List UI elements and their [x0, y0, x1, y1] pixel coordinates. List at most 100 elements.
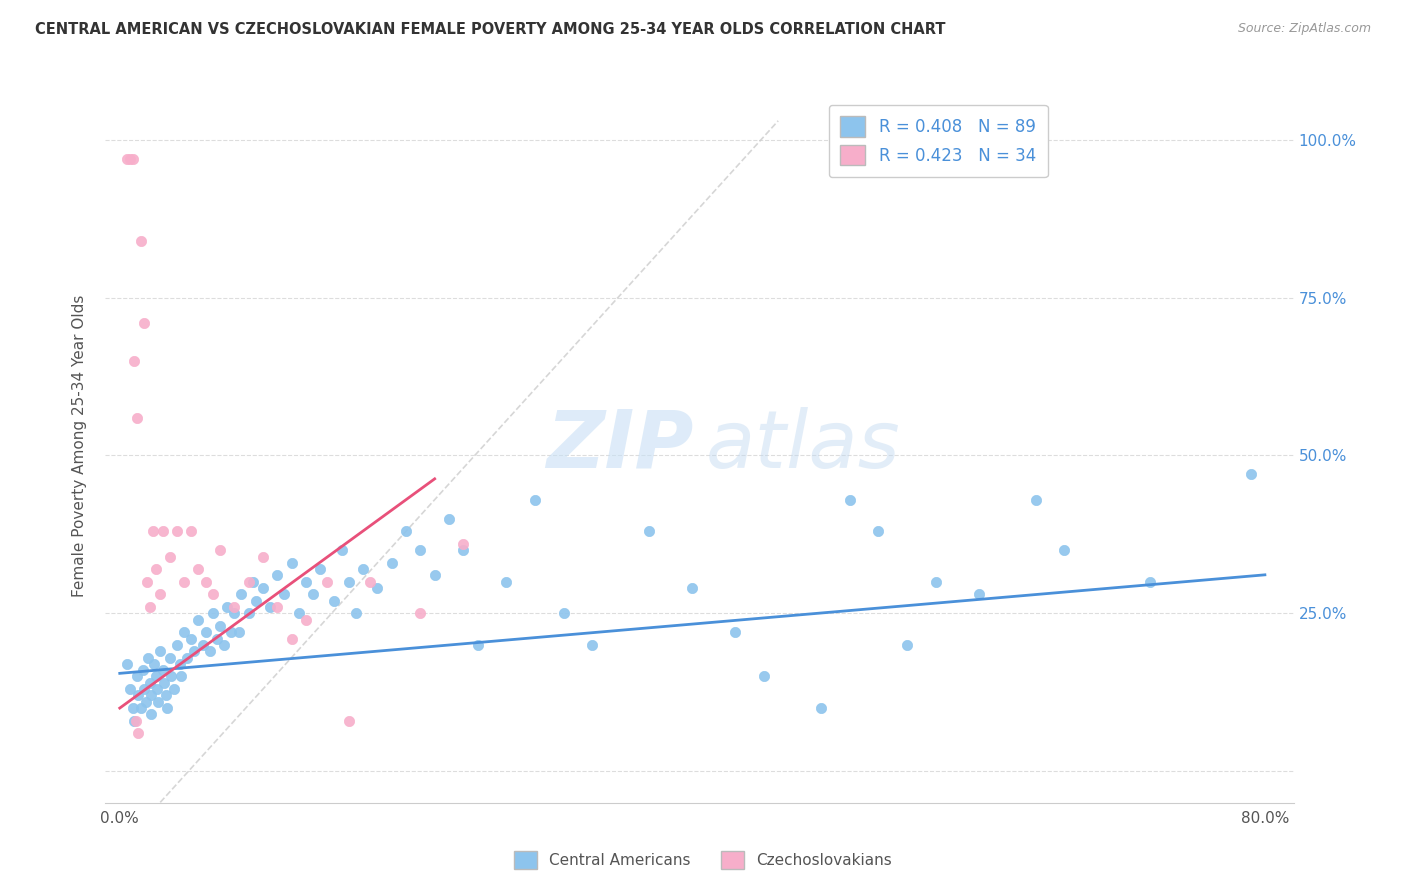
Point: [163, 682, 186, 697]
Point: [467, 638, 489, 652]
Point: [252, 549, 274, 564]
Point: [121, 701, 143, 715]
Point: [752, 669, 775, 683]
Point: [141, 707, 163, 722]
Point: [208, 543, 231, 558]
Point: [129, 234, 152, 248]
Point: [967, 587, 990, 601]
Point: [409, 543, 432, 558]
Point: [238, 574, 260, 589]
Point: [395, 524, 418, 539]
Point: [453, 537, 475, 551]
Point: [280, 556, 302, 570]
Point: [187, 613, 209, 627]
Point: [115, 152, 138, 166]
Point: [221, 625, 243, 640]
Point: [170, 669, 193, 683]
Point: [495, 574, 517, 589]
Point: [238, 607, 260, 621]
Text: ZIP: ZIP: [546, 407, 693, 485]
Point: [166, 524, 188, 539]
Point: [132, 316, 155, 330]
Point: [159, 650, 181, 665]
Point: [125, 410, 148, 425]
Point: [149, 587, 172, 601]
Point: [208, 619, 231, 633]
Point: [152, 663, 174, 677]
Point: [141, 689, 163, 703]
Point: [198, 644, 221, 658]
Point: [381, 556, 404, 570]
Point: [176, 650, 198, 665]
Point: [173, 574, 195, 589]
Point: [323, 593, 346, 607]
Point: [838, 492, 860, 507]
Text: atlas: atlas: [706, 407, 900, 485]
Point: [169, 657, 191, 671]
Point: [302, 587, 325, 601]
Point: [245, 593, 267, 607]
Point: [194, 574, 217, 589]
Point: [138, 650, 160, 665]
Point: [146, 682, 169, 697]
Point: [266, 568, 288, 582]
Point: [201, 607, 224, 621]
Point: [252, 581, 274, 595]
Point: [159, 549, 181, 564]
Point: [259, 600, 281, 615]
Point: [143, 657, 166, 671]
Point: [316, 574, 339, 589]
Point: [242, 574, 264, 589]
Point: [1139, 574, 1161, 589]
Point: [156, 701, 179, 715]
Point: [280, 632, 302, 646]
Point: [205, 632, 228, 646]
Point: [553, 607, 575, 621]
Point: [344, 607, 367, 621]
Point: [453, 543, 475, 558]
Point: [366, 581, 388, 595]
Point: [180, 524, 202, 539]
Point: [136, 574, 159, 589]
Point: [330, 543, 353, 558]
Point: [266, 600, 288, 615]
Point: [724, 625, 747, 640]
Point: [337, 714, 360, 728]
Point: [142, 524, 165, 539]
Point: [924, 574, 946, 589]
Point: [145, 669, 167, 683]
Point: [810, 701, 832, 715]
Point: [337, 574, 360, 589]
Point: [681, 581, 703, 595]
Point: [152, 524, 174, 539]
Point: [201, 587, 224, 601]
Point: [155, 689, 177, 703]
Point: [118, 152, 141, 166]
Y-axis label: Female Poverty Among 25-34 Year Olds: Female Poverty Among 25-34 Year Olds: [72, 295, 87, 597]
Point: [224, 600, 246, 615]
Point: [153, 675, 176, 690]
Point: [409, 607, 432, 621]
Point: [868, 524, 890, 539]
Point: [523, 492, 546, 507]
Point: [115, 657, 138, 671]
Point: [132, 682, 155, 697]
Point: [127, 726, 149, 740]
Point: [183, 644, 205, 658]
Point: [131, 663, 153, 677]
Point: [231, 587, 253, 601]
Point: [217, 600, 239, 615]
Point: [423, 568, 446, 582]
Point: [160, 669, 183, 683]
Point: [309, 562, 332, 576]
Point: [224, 607, 246, 621]
Text: Source: ZipAtlas.com: Source: ZipAtlas.com: [1237, 22, 1371, 36]
Text: CENTRAL AMERICAN VS CZECHOSLOVAKIAN FEMALE POVERTY AMONG 25-34 YEAR OLDS CORRELA: CENTRAL AMERICAN VS CZECHOSLOVAKIAN FEMA…: [35, 22, 946, 37]
Point: [352, 562, 374, 576]
Point: [214, 638, 236, 652]
Point: [273, 587, 295, 601]
Point: [228, 625, 250, 640]
Point: [173, 625, 195, 640]
Point: [149, 644, 172, 658]
Legend: R = 0.408   N = 89, R = 0.423   N = 34: R = 0.408 N = 89, R = 0.423 N = 34: [828, 104, 1047, 177]
